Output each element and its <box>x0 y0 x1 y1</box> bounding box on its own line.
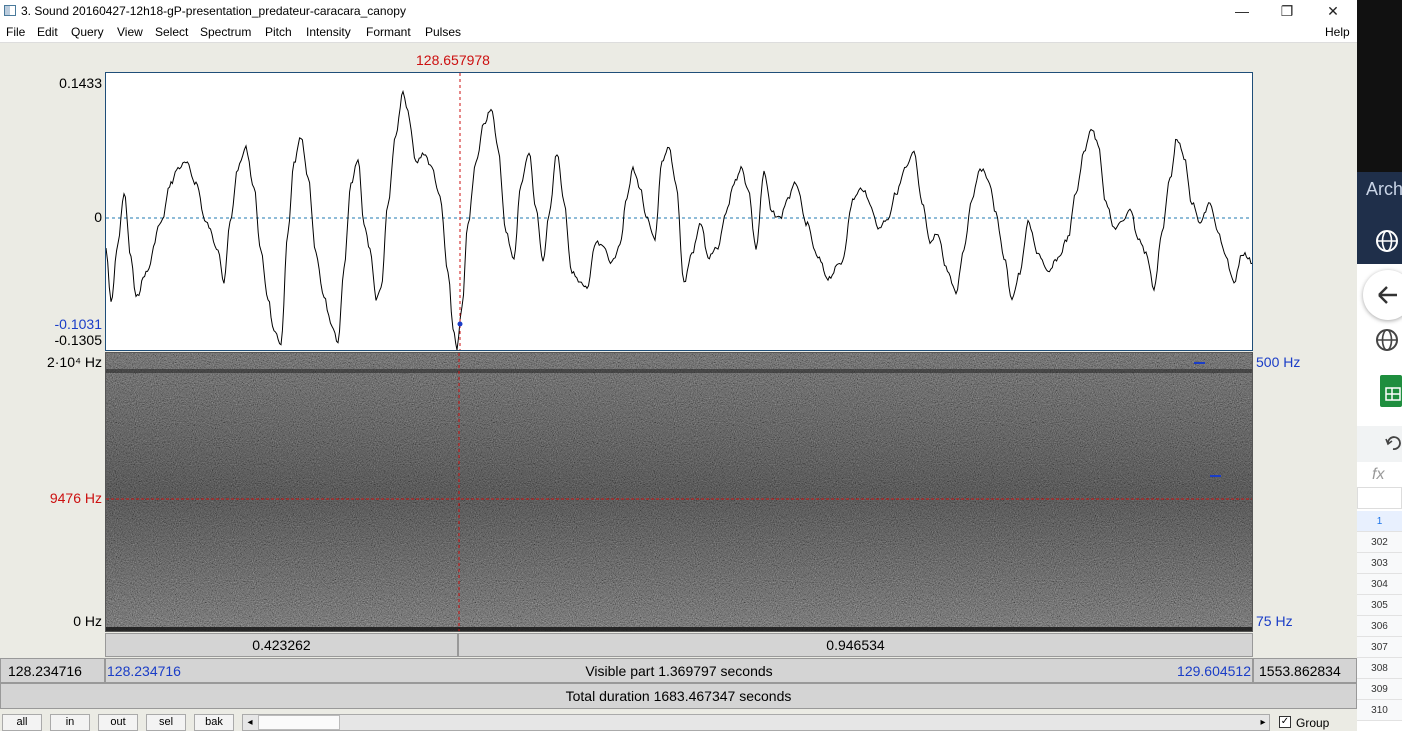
zoom-out-button[interactable]: out <box>98 714 138 731</box>
minimize-button[interactable]: — <box>1235 3 1249 19</box>
side-dark-header <box>1357 0 1402 172</box>
sheet-row-number[interactable]: 305 <box>1357 595 1402 616</box>
zoom-back-button[interactable]: bak <box>194 714 234 731</box>
group-label: Group <box>1296 716 1330 730</box>
globe-icon[interactable] <box>1375 328 1399 352</box>
waveform-ymin-label: -0.1305 <box>54 332 102 348</box>
pitch-min-label: 75 Hz <box>1256 613 1293 629</box>
menu-help[interactable]: Help <box>1325 25 1350 39</box>
zoom-selection-button[interactable]: sel <box>146 714 186 731</box>
group-checkbox[interactable]: ✓ <box>1279 716 1291 728</box>
horizontal-scrollbar[interactable] <box>242 714 1270 731</box>
menu-query[interactable]: Query <box>71 25 104 39</box>
zoom-in-button[interactable]: in <box>50 714 90 731</box>
right-segment-bar[interactable] <box>458 633 1253 657</box>
spectrogram-shade <box>106 353 1252 631</box>
spectrogram-ymin-label: 0 Hz <box>73 613 102 629</box>
remaining-time: 1553.862834 <box>1259 663 1341 679</box>
sheet-row-number[interactable]: 304 <box>1357 574 1402 595</box>
visible-start-time: 128.234716 <box>107 663 181 679</box>
waveform-panel[interactable] <box>105 72 1253 351</box>
title-bar <box>0 0 1357 22</box>
sheet-row-number[interactable]: 306 <box>1357 616 1402 637</box>
waveform-plot <box>106 73 1252 350</box>
menu-pulses[interactable]: Pulses <box>425 25 462 39</box>
spectrogram-cursor-freq-label: 9476 Hz <box>49 490 102 506</box>
formula-fx-label: fx <box>1372 466 1385 483</box>
spectrogram-panel[interactable] <box>105 352 1253 632</box>
cursor-sample-dot <box>457 321 463 327</box>
spectrogram-bottom-band <box>106 627 1252 631</box>
scroll-thumb[interactable] <box>258 715 340 730</box>
menu-bar <box>0 22 1357 43</box>
left-segment-bar[interactable] <box>105 633 458 657</box>
waveform-cursor-value-label: -0.1031 <box>54 316 102 332</box>
menu-spectrum[interactable]: Spectrum <box>200 25 252 39</box>
back-arrow-button[interactable] <box>1363 270 1402 320</box>
window-end-bar[interactable] <box>1253 658 1357 683</box>
zoom-all-button[interactable]: all <box>2 714 42 731</box>
window-start-time: 128.234716 <box>8 663 82 679</box>
sheet-row-number[interactable]: 303 <box>1357 553 1402 574</box>
menu-formant[interactable]: Formant <box>366 25 411 39</box>
sheet-row-number[interactable]: 309 <box>1357 679 1402 700</box>
cursor-time-label: 128.657978 <box>416 52 490 68</box>
globe-icon[interactable] <box>1375 229 1399 253</box>
sheets-toolbar <box>1357 426 1402 462</box>
left-segment-duration: 0.423262 <box>252 637 311 653</box>
spectrogram-ymax-label: 2·10⁴ Hz <box>46 354 102 370</box>
side-archive-text: Arch <box>1366 179 1402 199</box>
right-segment-duration: 0.946534 <box>826 637 885 653</box>
total-duration-label: Total duration 1683.467347 seconds <box>565 688 792 704</box>
pitch-max-label: 500 Hz <box>1256 354 1301 370</box>
maximize-button[interactable]: ❐ <box>1280 3 1294 19</box>
menu-file[interactable]: File <box>6 25 26 39</box>
scroll-right-icon[interactable]: ▸ <box>1260 717 1266 728</box>
close-button[interactable]: ✕ <box>1327 3 1339 19</box>
spectrogram-top-band <box>106 369 1252 373</box>
menu-select[interactable]: Select <box>155 25 189 39</box>
total-duration-bar[interactable] <box>0 683 1357 709</box>
waveform-ymax-label: 0.1433 <box>59 75 102 91</box>
visible-end-time: 129.604512 <box>1177 663 1251 679</box>
undo-icon[interactable] <box>1384 434 1402 452</box>
formula-input[interactable] <box>1357 487 1402 509</box>
sheet-row-number[interactable]: 302 <box>1357 532 1402 553</box>
sheet-row-number[interactable]: 310 <box>1357 700 1402 721</box>
menu-edit[interactable]: Edit <box>37 25 58 39</box>
window-start-bar[interactable] <box>0 658 105 683</box>
window-title: 3. Sound 20160427-12h18-gP-presentation_… <box>21 4 406 18</box>
menu-view[interactable]: View <box>117 25 143 39</box>
waveform-trace <box>106 89 1252 350</box>
sheet-row-number[interactable]: 1 <box>1357 511 1402 532</box>
visible-part-label: Visible part 1.369797 seconds <box>585 663 773 679</box>
praat-sound-icon <box>4 5 16 16</box>
spectrogram-plot <box>106 353 1252 631</box>
sheet-row-number[interactable]: 307 <box>1357 637 1402 658</box>
visible-part-bar[interactable] <box>105 658 1253 683</box>
waveform-zero-label: 0 <box>94 209 102 225</box>
menu-pitch[interactable]: Pitch <box>265 25 292 39</box>
sheets-icon[interactable] <box>1380 375 1402 407</box>
menu-intensity[interactable]: Intensity <box>306 25 351 39</box>
sheet-row-number[interactable]: 308 <box>1357 658 1402 679</box>
scroll-left-icon[interactable]: ◂ <box>247 717 253 728</box>
